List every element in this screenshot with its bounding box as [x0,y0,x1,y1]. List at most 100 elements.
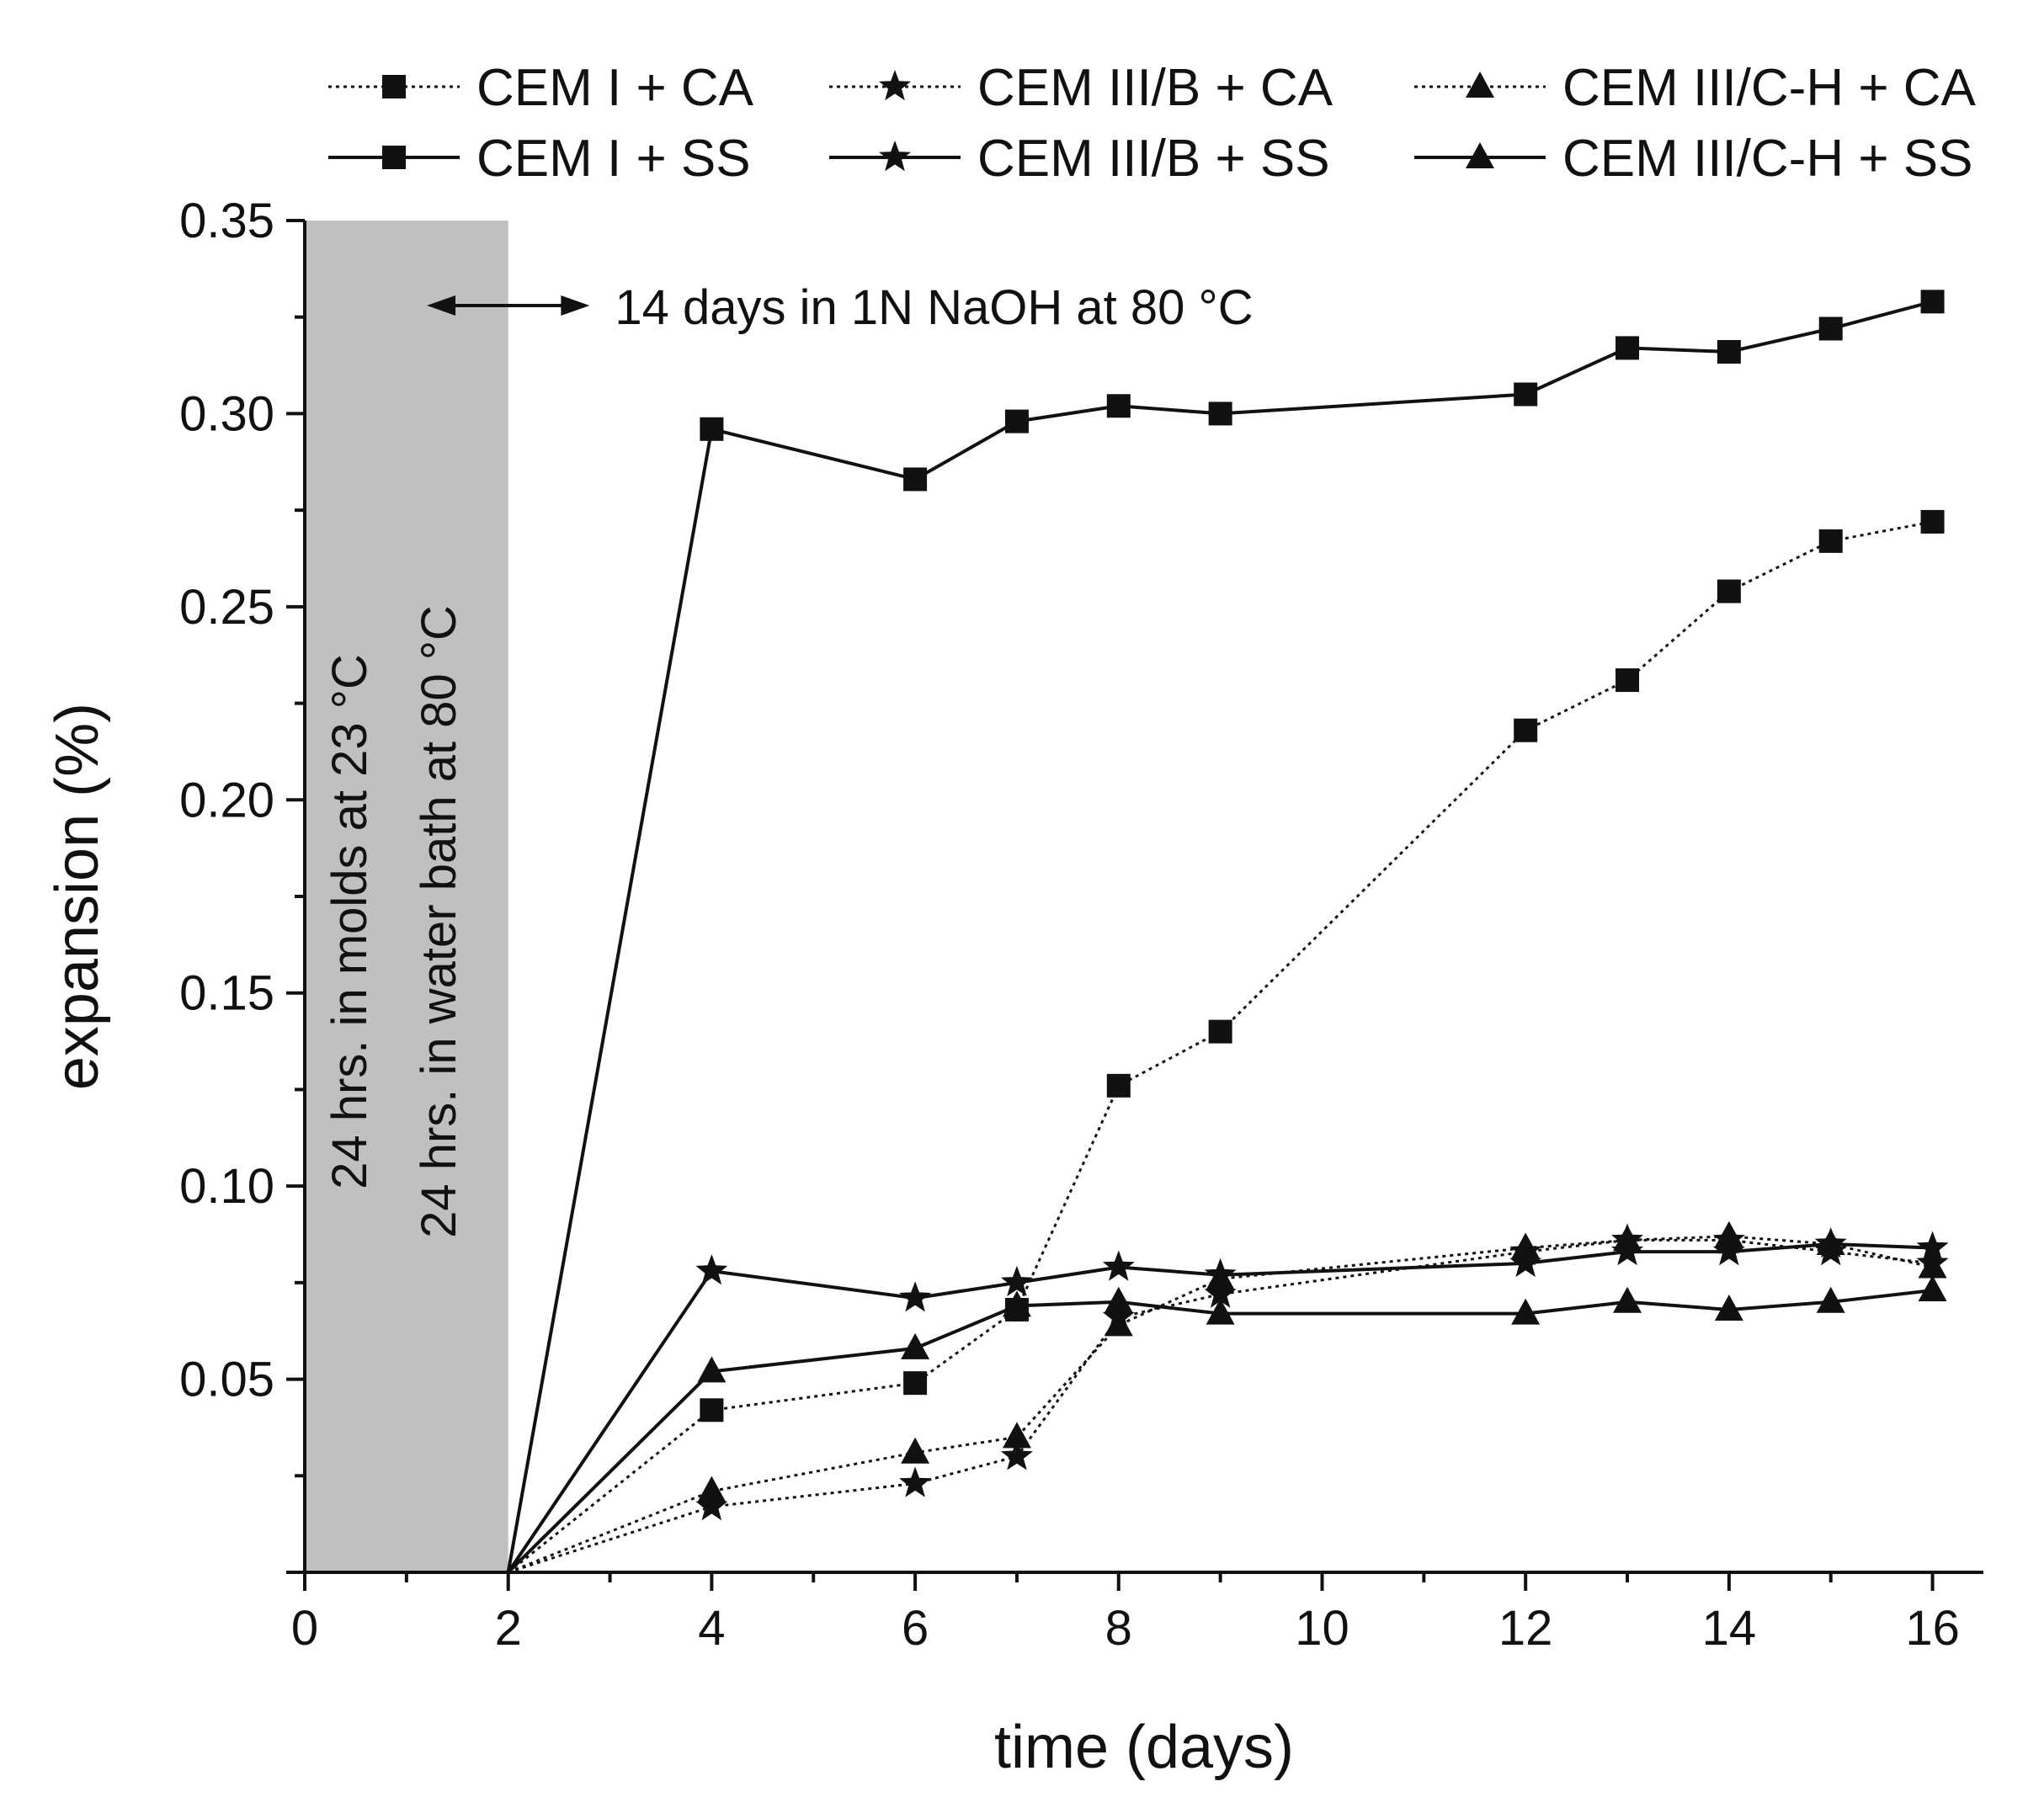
data-point [1511,1298,1541,1325]
data-point [1714,1294,1743,1321]
series-cem-i-ss [506,290,1945,1573]
annotation-arrow-head-right [561,295,590,316]
legend-marker [879,70,911,101]
series-cem-iii-c-h-ss [507,1275,1947,1574]
data-point [1514,382,1538,407]
legend-item: CEM III/B + SS [829,130,1330,188]
data-point [903,1371,928,1396]
annotation-text: 14 days in 1N NaOH at 80 °C [615,280,1253,335]
shaded-region-group: 24 hrs. in molds at 23 °C 24 hrs. in wate… [305,221,508,1572]
data-point [1000,1265,1033,1296]
axes-group: 0 2 4 6 8 10 12 14 16 0.05 0.10 0.15 0.20 0.25 0.30 0.3… [179,194,1983,1656]
data-point [697,1356,727,1383]
legend-marker [1466,142,1494,168]
data-point [1717,579,1741,604]
data-point [1204,1277,1237,1308]
data-point [899,1466,932,1497]
data-point [1920,290,1945,314]
x-tick-label: 14 [1702,1601,1757,1656]
x-axis-title: time (days) [994,1714,1294,1781]
y-tick-label: 0.20 [179,773,274,827]
data-point [1106,394,1131,418]
data-point [1717,340,1741,364]
data-point [1814,1227,1847,1258]
y-tick-label: 0.10 [179,1159,274,1214]
data-point [1916,1231,1949,1262]
data-point [1106,1073,1131,1098]
series-cem-iii-b-ss [507,1227,1949,1574]
data-point [1611,1235,1644,1266]
legend-item: CEM III/C-H + SS [1414,130,1972,188]
legend-item: CEM I + CA [328,59,754,117]
data-point [1004,409,1029,433]
shaded-region-label-1: 24 hrs. in molds at 23 °C [322,654,377,1189]
legend-label: CEM I + CA [476,59,754,117]
data-point [1818,529,1843,553]
legend-marker [1466,72,1494,98]
data-point [1714,1220,1743,1247]
data-point [901,1437,930,1464]
data-point [1204,1258,1237,1289]
data-point [1104,1310,1133,1337]
legend-label: CEM III/B + CA [977,59,1333,117]
x-tick-label: 12 [1498,1601,1553,1656]
data-point [1920,509,1945,534]
data-point [1816,1286,1845,1313]
annotation-group: 14 days in 1N NaOH at 80 °C [427,280,1254,335]
series-group [506,290,1949,1574]
series-cem-i-ca [507,509,1945,1574]
data-point [1616,668,1640,693]
data-point [1514,718,1538,742]
legend-item: CEM III/B + CA [829,59,1333,117]
data-point [903,467,928,492]
legend-marker [879,141,911,172]
x-tick-label: 0 [291,1601,318,1656]
data-point [901,1332,930,1359]
shaded-region-label-2: 24 hrs. in water bath at 80 °C [412,605,466,1238]
x-tick-label: 6 [902,1601,929,1656]
data-point [1208,401,1232,426]
legend-label: CEM I + SS [476,130,751,188]
series-line [508,1238,1933,1574]
data-point [695,1254,728,1285]
x-tick-label: 16 [1905,1601,1960,1656]
data-point [700,417,724,441]
data-point [695,1490,728,1521]
legend-marker [382,75,406,98]
legend-label: CEM III/C-H + CA [1562,59,1977,117]
annotation-arrow-head-left [427,295,456,316]
x-tick-label: 10 [1295,1601,1349,1656]
x-tick-label: 4 [698,1601,725,1656]
shaded-region [305,221,508,1572]
data-point [1818,316,1843,341]
legend-marker [382,146,406,169]
legend-item: CEM I + SS [328,130,751,188]
data-point [1712,1235,1745,1266]
y-tick-label: 0.15 [179,966,274,1021]
series-line [508,1235,1933,1574]
data-point [1000,1439,1033,1470]
data-point [1002,1422,1031,1449]
data-point [697,1476,727,1502]
data-point [1102,1250,1135,1281]
y-tick-label: 0.25 [179,580,274,635]
data-point [700,1398,724,1422]
data-point [1206,1298,1235,1325]
data-point [1511,1232,1541,1259]
data-point [899,1281,932,1312]
data-point [1613,1286,1642,1313]
data-point [1918,1275,1947,1302]
y-tick-label: 0.35 [179,194,274,248]
data-point [1918,1252,1947,1279]
y-tick-label: 0.05 [179,1353,274,1407]
y-tick-label: 0.30 [179,386,274,441]
legend: CEM I + CA CEM III/B + CA CEM III/C-H + CA… [328,59,1977,188]
x-tick-label: 2 [495,1601,522,1656]
data-point [1509,1246,1542,1278]
data-point [1208,1019,1232,1044]
series-line [507,520,1933,1574]
data-point [1104,1286,1133,1313]
data-point [1616,336,1640,360]
x-tick-label: 8 [1105,1601,1132,1656]
